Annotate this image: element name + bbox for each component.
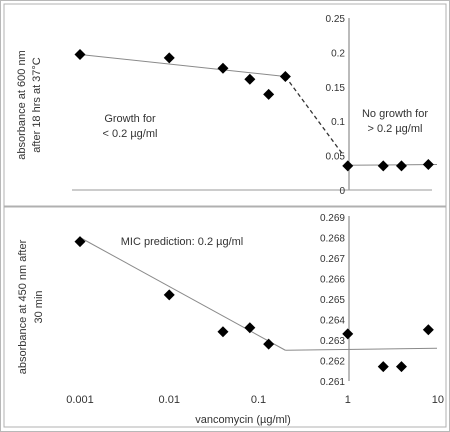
x-tick-label: 0.1 <box>251 394 266 406</box>
bottom-y-axis-label-line1: absorbance at 450 nm after <box>17 239 29 374</box>
y-tick-label: 0.264 <box>320 316 345 327</box>
no-growth-annotation-line2: > 0.2 µg/ml <box>368 123 423 135</box>
x-axis-label: vancomycin (µg/ml) <box>195 414 291 426</box>
y-tick-label: 0.2 <box>331 48 345 59</box>
top-panel: 0 0.05 0.1 0.15 0.2 0.25 absorbance at 600 nm… <box>3 3 447 207</box>
x-tick-label: 0.01 <box>159 394 180 406</box>
y-tick-label: 0.25 <box>326 14 346 25</box>
y-tick-label: 0.269 <box>320 213 345 224</box>
y-tick-label: 0.263 <box>320 336 345 347</box>
y-tick-label: 0.267 <box>320 254 345 265</box>
y-tick-label: 0.15 <box>326 83 346 94</box>
growth-annotation-line1: Growth for <box>104 113 156 125</box>
x-tick-label: 0.001 <box>66 394 94 406</box>
data-point-marker <box>74 236 86 248</box>
data-point-marker <box>342 160 354 172</box>
data-point-marker <box>244 73 256 85</box>
data-point-marker <box>422 159 434 171</box>
data-point-marker <box>279 70 291 82</box>
x-tick-label: 10 <box>432 394 444 406</box>
data-point-marker <box>395 361 407 373</box>
y-tick-label: 0.265 <box>320 295 345 306</box>
trend-line <box>79 53 286 77</box>
bottom-data-points <box>74 236 434 373</box>
mic-prediction-annotation: MIC prediction: 0.2 µg/ml <box>121 236 244 248</box>
data-point-marker <box>217 326 229 338</box>
y-tick-label: 0 <box>339 186 345 197</box>
bottom-panel: 0.261 0.262 0.263 0.264 0.265 0.266 0.267 0.268… <box>3 206 447 428</box>
y-tick-label: 0.1 <box>331 117 345 128</box>
top-y-tick-labels: 0 0.05 0.1 0.15 0.2 0.25 <box>326 14 346 197</box>
y-tick-label: 0.262 <box>320 357 345 368</box>
trend-line <box>285 347 438 351</box>
dashed-trend-line <box>284 76 345 156</box>
top-y-axis-label-line2: after 18 hrs at 37°C <box>31 57 43 153</box>
bottom-y-tick-labels: 0.261 0.262 0.263 0.264 0.265 0.266 0.267 0.268… <box>320 213 345 388</box>
top-data-points <box>74 48 434 172</box>
data-point-marker <box>377 160 389 172</box>
data-point-marker <box>263 338 275 350</box>
y-tick-label: 0.268 <box>320 234 345 245</box>
y-tick-label: 0.261 <box>320 377 345 388</box>
data-point-marker <box>263 88 275 100</box>
data-point-marker <box>395 160 407 172</box>
bottom-y-axis-label-line2: 30 min <box>33 290 45 323</box>
trend-line <box>343 164 438 166</box>
data-point-marker <box>163 52 175 64</box>
top-panel-border <box>3 3 447 207</box>
data-point-marker <box>422 324 434 336</box>
top-y-axis-label-line1: absorbance at 600 nm <box>16 50 28 159</box>
data-point-marker <box>217 62 229 74</box>
bottom-x-tick-labels: 0.001 0.01 0.1 1 10 <box>66 394 444 406</box>
data-point-marker <box>74 48 86 60</box>
data-point-marker <box>244 322 256 334</box>
data-point-marker <box>163 289 175 301</box>
x-tick-label: 1 <box>345 394 351 406</box>
no-growth-annotation-line1: No growth for <box>362 108 428 120</box>
top-trend-lines <box>79 53 438 166</box>
y-tick-label: 0.266 <box>320 275 345 286</box>
data-point-marker <box>377 361 389 373</box>
data-point-marker <box>342 328 354 340</box>
y-tick-label: 0.05 <box>326 152 346 163</box>
growth-annotation-line2: < 0.2 µg/ml <box>103 128 158 140</box>
bottom-panel-border <box>3 206 447 428</box>
